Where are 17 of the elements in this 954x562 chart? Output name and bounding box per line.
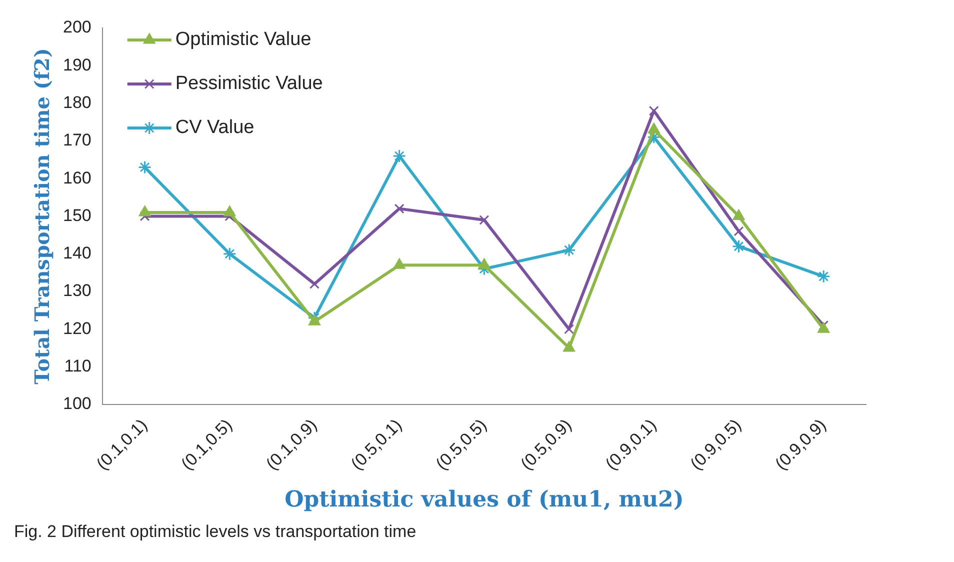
- legend-label: CV Value: [175, 117, 254, 138]
- y-axis-title: Total Transportation time (f2): [30, 48, 54, 384]
- y-tick-label: 190: [62, 55, 92, 74]
- legend-label: Pessimistic Value: [175, 73, 323, 94]
- y-tick-label: 120: [62, 318, 92, 338]
- y-tick-label: 100: [62, 394, 92, 414]
- y-tick-label: 200: [62, 18, 92, 37]
- y-tick-label: 140: [62, 244, 92, 263]
- legend-label: Optimistic Value: [175, 29, 312, 50]
- caption: Fig. 2 Different optimistic levels vs transportation time: [13, 522, 418, 542]
- y-tick-label: 160: [62, 168, 92, 188]
- y-tick-label: 170: [62, 130, 92, 150]
- y-tick-label: 150: [62, 206, 92, 225]
- y-tick-label: 110: [64, 356, 92, 376]
- y-tick-label: 130: [62, 281, 92, 300]
- x-axis-title: Optimistic values of (mu1, mu2): [284, 486, 684, 513]
- y-tick-label: 180: [62, 92, 92, 112]
